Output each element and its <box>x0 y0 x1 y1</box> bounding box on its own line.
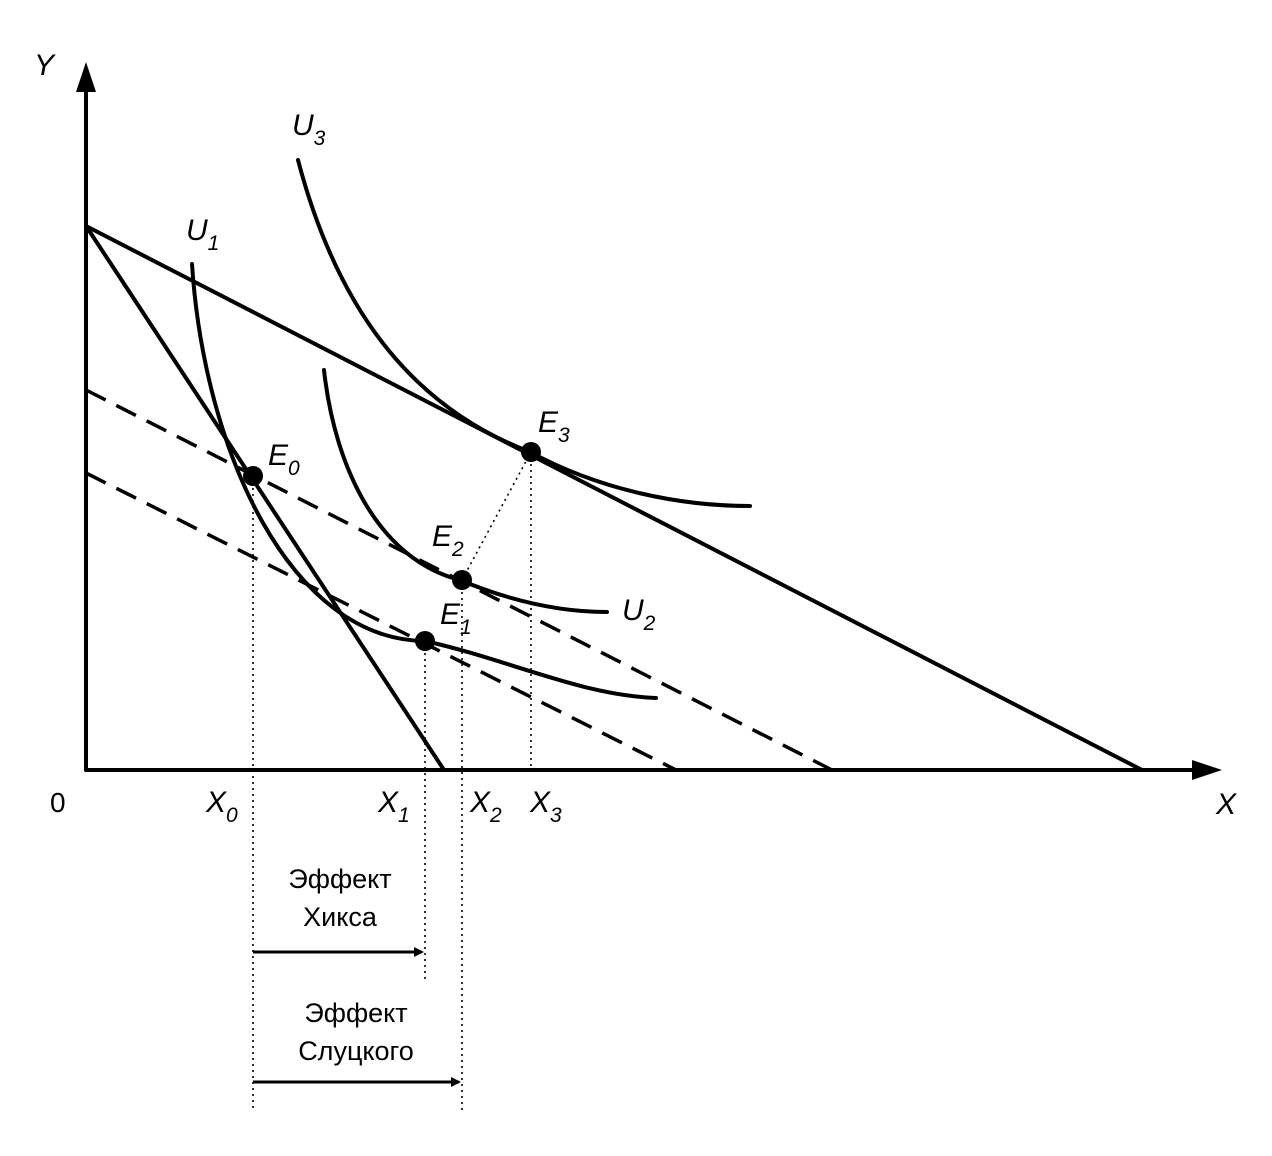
label-e1: E1 <box>440 598 472 639</box>
label-u2: U2 <box>622 594 656 635</box>
compensated-budget-line-hicks <box>85 471 677 772</box>
x-axis-arrow-icon <box>1192 760 1222 780</box>
slutsky-effect-title: Эффект <box>304 998 407 1028</box>
indifference-curve-u1 <box>190 262 658 700</box>
label-e3: E3 <box>538 406 570 447</box>
tick-label-x1: X1 <box>377 786 410 827</box>
hicks-effect-name: Хикса <box>303 902 378 932</box>
label-e2: E2 <box>432 520 464 561</box>
y-axis-label: Y <box>34 49 56 82</box>
equilibrium-point-e0 <box>243 466 263 486</box>
equilibrium-point-e2 <box>452 570 472 590</box>
tick-label-x3: X3 <box>529 786 562 827</box>
equilibrium-point-e3 <box>521 442 541 462</box>
income-expansion-path <box>461 451 532 581</box>
equilibrium-point-e1 <box>415 631 435 651</box>
label-u3: U3 <box>292 109 326 150</box>
slutsky-effect-name: Слуцкого <box>298 1036 414 1066</box>
label-e0: E0 <box>268 439 300 480</box>
origin-label: 0 <box>50 787 66 818</box>
tick-label-x0: X0 <box>205 786 238 827</box>
budget-line-initial <box>84 224 446 772</box>
budget-line-new <box>84 224 1144 772</box>
indifference-curve-u2 <box>322 368 609 614</box>
x-axis-label: X <box>1215 788 1237 821</box>
y-axis-arrow-icon <box>76 62 96 92</box>
indifference-curve-u3 <box>296 158 752 508</box>
label-u1: U1 <box>186 214 219 255</box>
hicks-effect-title: Эффект <box>288 864 391 894</box>
tick-label-x2: X2 <box>469 786 502 827</box>
